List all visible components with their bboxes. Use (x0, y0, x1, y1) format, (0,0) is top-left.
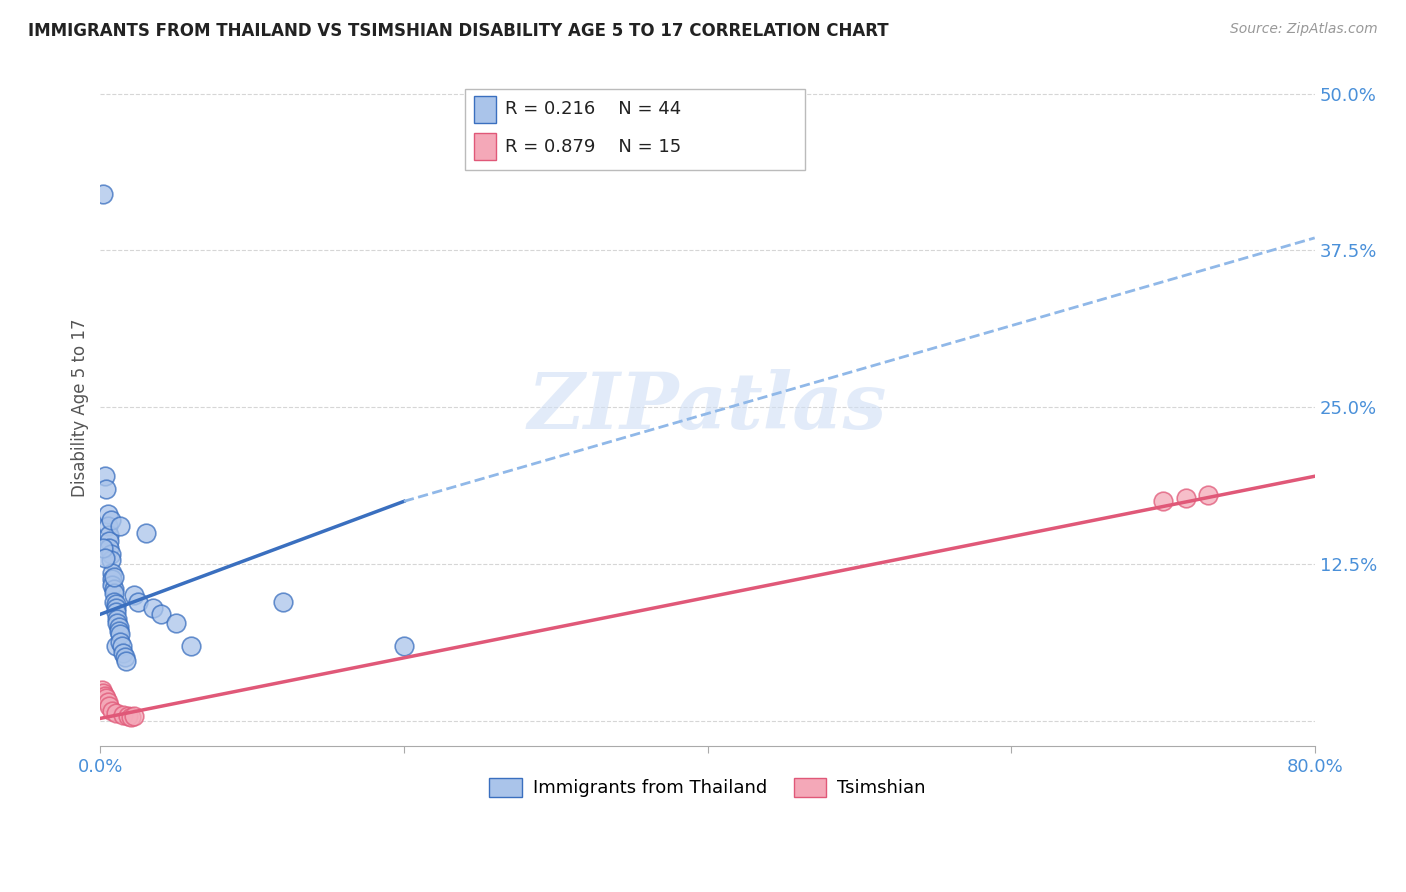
Point (135, 525, 157, 540)
Point (392, 639, 415, 653)
Text: IMMIGRANTS FROM THAILAND VS TSIMSHIAN DISABILITY AGE 5 TO 17 CORRELATION CHART: IMMIGRANTS FROM THAILAND VS TSIMSHIAN DI… (28, 22, 889, 40)
Point (97, 507, 120, 521)
Point (93, 541, 115, 555)
Point (100, 553, 122, 567)
Point (1197, 488, 1219, 502)
Point (1174, 491, 1197, 505)
Point (115, 654, 138, 668)
Point (94, 469, 117, 483)
Point (93, 186, 115, 201)
Point (97, 695, 120, 709)
Point (94, 550, 117, 565)
Point (117, 709, 139, 723)
Point (97, 519, 120, 533)
Point (103, 595, 125, 609)
Y-axis label: Disability Age 5 to 17: Disability Age 5 to 17 (72, 318, 89, 497)
Point (96, 691, 118, 706)
Point (104, 605, 127, 619)
Point (127, 595, 149, 609)
Text: Source: ZipAtlas.com: Source: ZipAtlas.com (1230, 22, 1378, 37)
Point (101, 578, 124, 592)
Point (94, 689, 117, 703)
Point (104, 601, 127, 615)
Point (1152, 494, 1174, 508)
Point (107, 620, 129, 634)
Legend: Immigrants from Thailand, Tsimshian: Immigrants from Thailand, Tsimshian (482, 771, 934, 805)
Text: ZIPatlas: ZIPatlas (527, 369, 887, 445)
Point (112, 707, 135, 722)
Point (105, 612, 128, 626)
Point (98, 534, 121, 549)
Point (101, 566, 124, 580)
Point (180, 639, 202, 653)
Point (104, 639, 127, 653)
Point (122, 709, 145, 723)
Point (101, 704, 124, 718)
Point (100, 513, 122, 527)
Text: R = 0.216    N = 44: R = 0.216 N = 44 (505, 101, 681, 119)
Point (101, 572, 124, 586)
Point (150, 607, 173, 622)
Point (165, 615, 187, 630)
Point (103, 569, 125, 583)
Point (98, 528, 121, 542)
Point (96, 482, 118, 496)
Point (104, 706, 127, 721)
Point (110, 639, 132, 653)
Point (98, 541, 121, 555)
Point (114, 649, 136, 664)
Point (108, 627, 131, 641)
Text: R = 0.879    N = 15: R = 0.879 N = 15 (505, 138, 681, 156)
Point (108, 635, 131, 649)
Point (142, 601, 165, 615)
Point (100, 547, 122, 561)
Point (90, 682, 112, 697)
Point (98, 698, 121, 713)
Point (122, 589, 145, 603)
Point (103, 586, 125, 600)
Point (120, 710, 142, 724)
Point (107, 624, 129, 638)
Point (105, 615, 128, 630)
Point (93, 686, 115, 700)
Point (104, 597, 127, 611)
Point (108, 519, 131, 533)
Point (271, 595, 294, 609)
Point (112, 646, 135, 660)
Point (103, 582, 125, 596)
